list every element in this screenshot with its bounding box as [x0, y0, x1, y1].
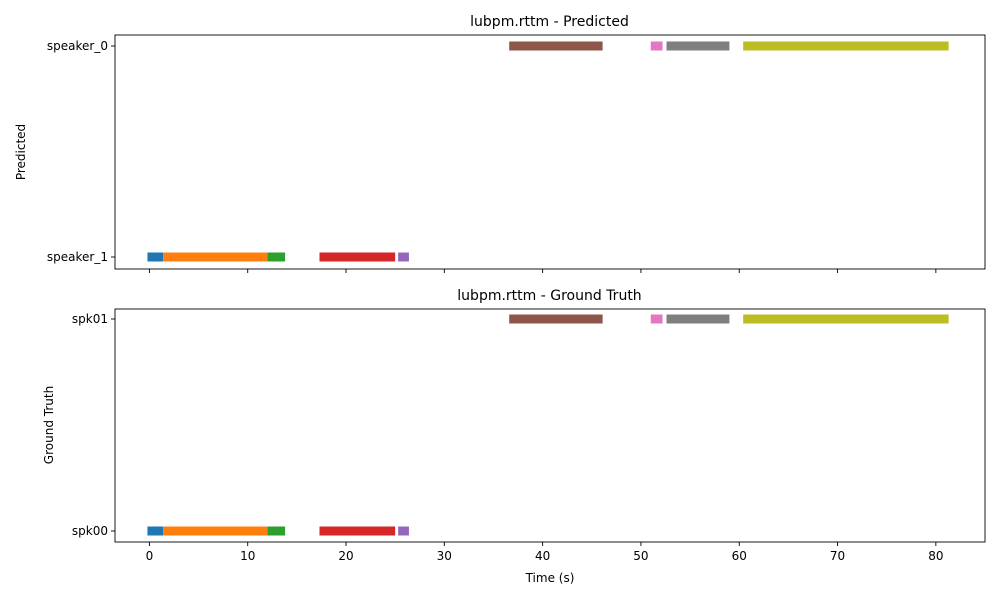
- predicted-ytick-label-1: speaker_1: [47, 250, 108, 264]
- ground-truth-xtick-label-2: 20: [338, 549, 353, 563]
- predicted-segment-8: [743, 41, 949, 51]
- ground-truth-segment-0: [147, 526, 164, 536]
- predicted-title: lubpm.rttm - Predicted: [470, 14, 629, 30]
- ground-truth-segment-7: [666, 314, 730, 324]
- ground-truth-xtick-label-3: 30: [437, 549, 452, 563]
- ground-truth-segment-4: [398, 526, 409, 536]
- predicted-segment-1: [163, 252, 268, 262]
- ground-truth-xtick-label-7: 70: [830, 549, 845, 563]
- ground-truth-plot-frame: [114, 308, 986, 543]
- ground-truth-segment-2: [267, 526, 286, 536]
- predicted-segment-7: [666, 41, 730, 51]
- ground-truth-xtick-label-8: 80: [928, 549, 943, 563]
- predicted-segment-6: [650, 41, 663, 51]
- ground-truth-ylabel: Ground Truth: [42, 386, 56, 464]
- predicted-segment-0: [147, 252, 164, 262]
- predicted-segment-3: [319, 252, 396, 262]
- predicted-segment-5: [509, 41, 603, 51]
- ground-truth-segments: [147, 314, 949, 536]
- predicted-segment-4: [398, 252, 409, 262]
- ground-truth-xtick-label-4: 40: [535, 549, 550, 563]
- ground-truth-panel: lubpm.rttm - Ground Truth Ground Truth 0…: [42, 288, 986, 585]
- predicted-plot-frame: [114, 34, 986, 270]
- ground-truth-title: lubpm.rttm - Ground Truth: [457, 288, 641, 304]
- predicted-ticks: speaker_0 speaker_1: [47, 39, 937, 273]
- ground-truth-xtick-label-1: 10: [240, 549, 255, 563]
- ground-truth-segment-5: [509, 314, 603, 324]
- predicted-panel: lubpm.rttm - Predicted Predicted speaker…: [14, 14, 986, 273]
- predicted-segment-2: [267, 252, 286, 262]
- ground-truth-segment-6: [650, 314, 663, 324]
- predicted-ytick-label-0: speaker_0: [47, 39, 108, 53]
- ground-truth-xtick-label-0: 0: [146, 549, 154, 563]
- predicted-segments: [147, 41, 949, 262]
- ground-truth-ytick-label-0: spk01: [72, 312, 108, 326]
- predicted-ylabel: Predicted: [14, 124, 28, 180]
- ground-truth-ticks: 0 10 20 30 40 50 60 70 80 spk01 spk00: [72, 312, 944, 563]
- ground-truth-xtick-label-6: 60: [732, 549, 747, 563]
- ground-truth-segment-1: [163, 526, 268, 536]
- ground-truth-segment-3: [319, 526, 396, 536]
- ground-truth-segment-8: [743, 314, 949, 324]
- ground-truth-ytick-label-1: spk00: [72, 524, 108, 538]
- x-axis-label: Time (s): [525, 571, 575, 585]
- ground-truth-xtick-label-5: 50: [633, 549, 648, 563]
